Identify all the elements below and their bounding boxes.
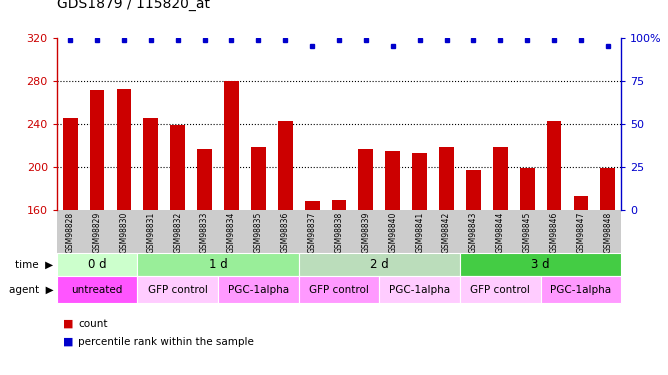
Bar [574, 196, 589, 210]
Text: GFP control: GFP control [309, 285, 369, 295]
Bar [117, 89, 132, 210]
Text: 3 d: 3 d [531, 258, 550, 271]
Bar [412, 153, 427, 210]
Text: PGC-1alpha: PGC-1alpha [389, 285, 450, 295]
Bar [90, 90, 104, 210]
Bar [601, 168, 615, 210]
Text: GFP control: GFP control [148, 285, 208, 295]
Bar [197, 148, 212, 210]
Bar [466, 170, 481, 210]
Bar [359, 148, 373, 210]
Bar [278, 120, 293, 210]
Text: ■: ■ [63, 319, 74, 329]
Bar [439, 147, 454, 210]
Bar [331, 200, 347, 210]
Text: agent  ▶: agent ▶ [9, 285, 53, 295]
Bar [224, 81, 239, 210]
Bar [144, 118, 158, 210]
Text: 1 d: 1 d [208, 258, 227, 271]
Text: PGC-1alpha: PGC-1alpha [228, 285, 289, 295]
Text: GDS1879 / 115820_at: GDS1879 / 115820_at [57, 0, 210, 11]
Text: ■: ■ [63, 337, 74, 347]
Bar [493, 147, 508, 210]
Bar [63, 118, 77, 210]
Text: GFP control: GFP control [470, 285, 530, 295]
Text: count: count [78, 319, 108, 329]
Text: 0 d: 0 d [88, 258, 106, 271]
Text: time  ▶: time ▶ [15, 260, 53, 270]
Text: percentile rank within the sample: percentile rank within the sample [78, 337, 254, 347]
Bar [170, 125, 185, 210]
Text: 2 d: 2 d [370, 258, 389, 271]
Bar [520, 168, 534, 210]
Bar [251, 147, 266, 210]
Bar [305, 201, 319, 210]
Bar [546, 120, 561, 210]
Text: PGC-1alpha: PGC-1alpha [550, 285, 611, 295]
Text: untreated: untreated [71, 285, 123, 295]
Bar [385, 151, 400, 210]
